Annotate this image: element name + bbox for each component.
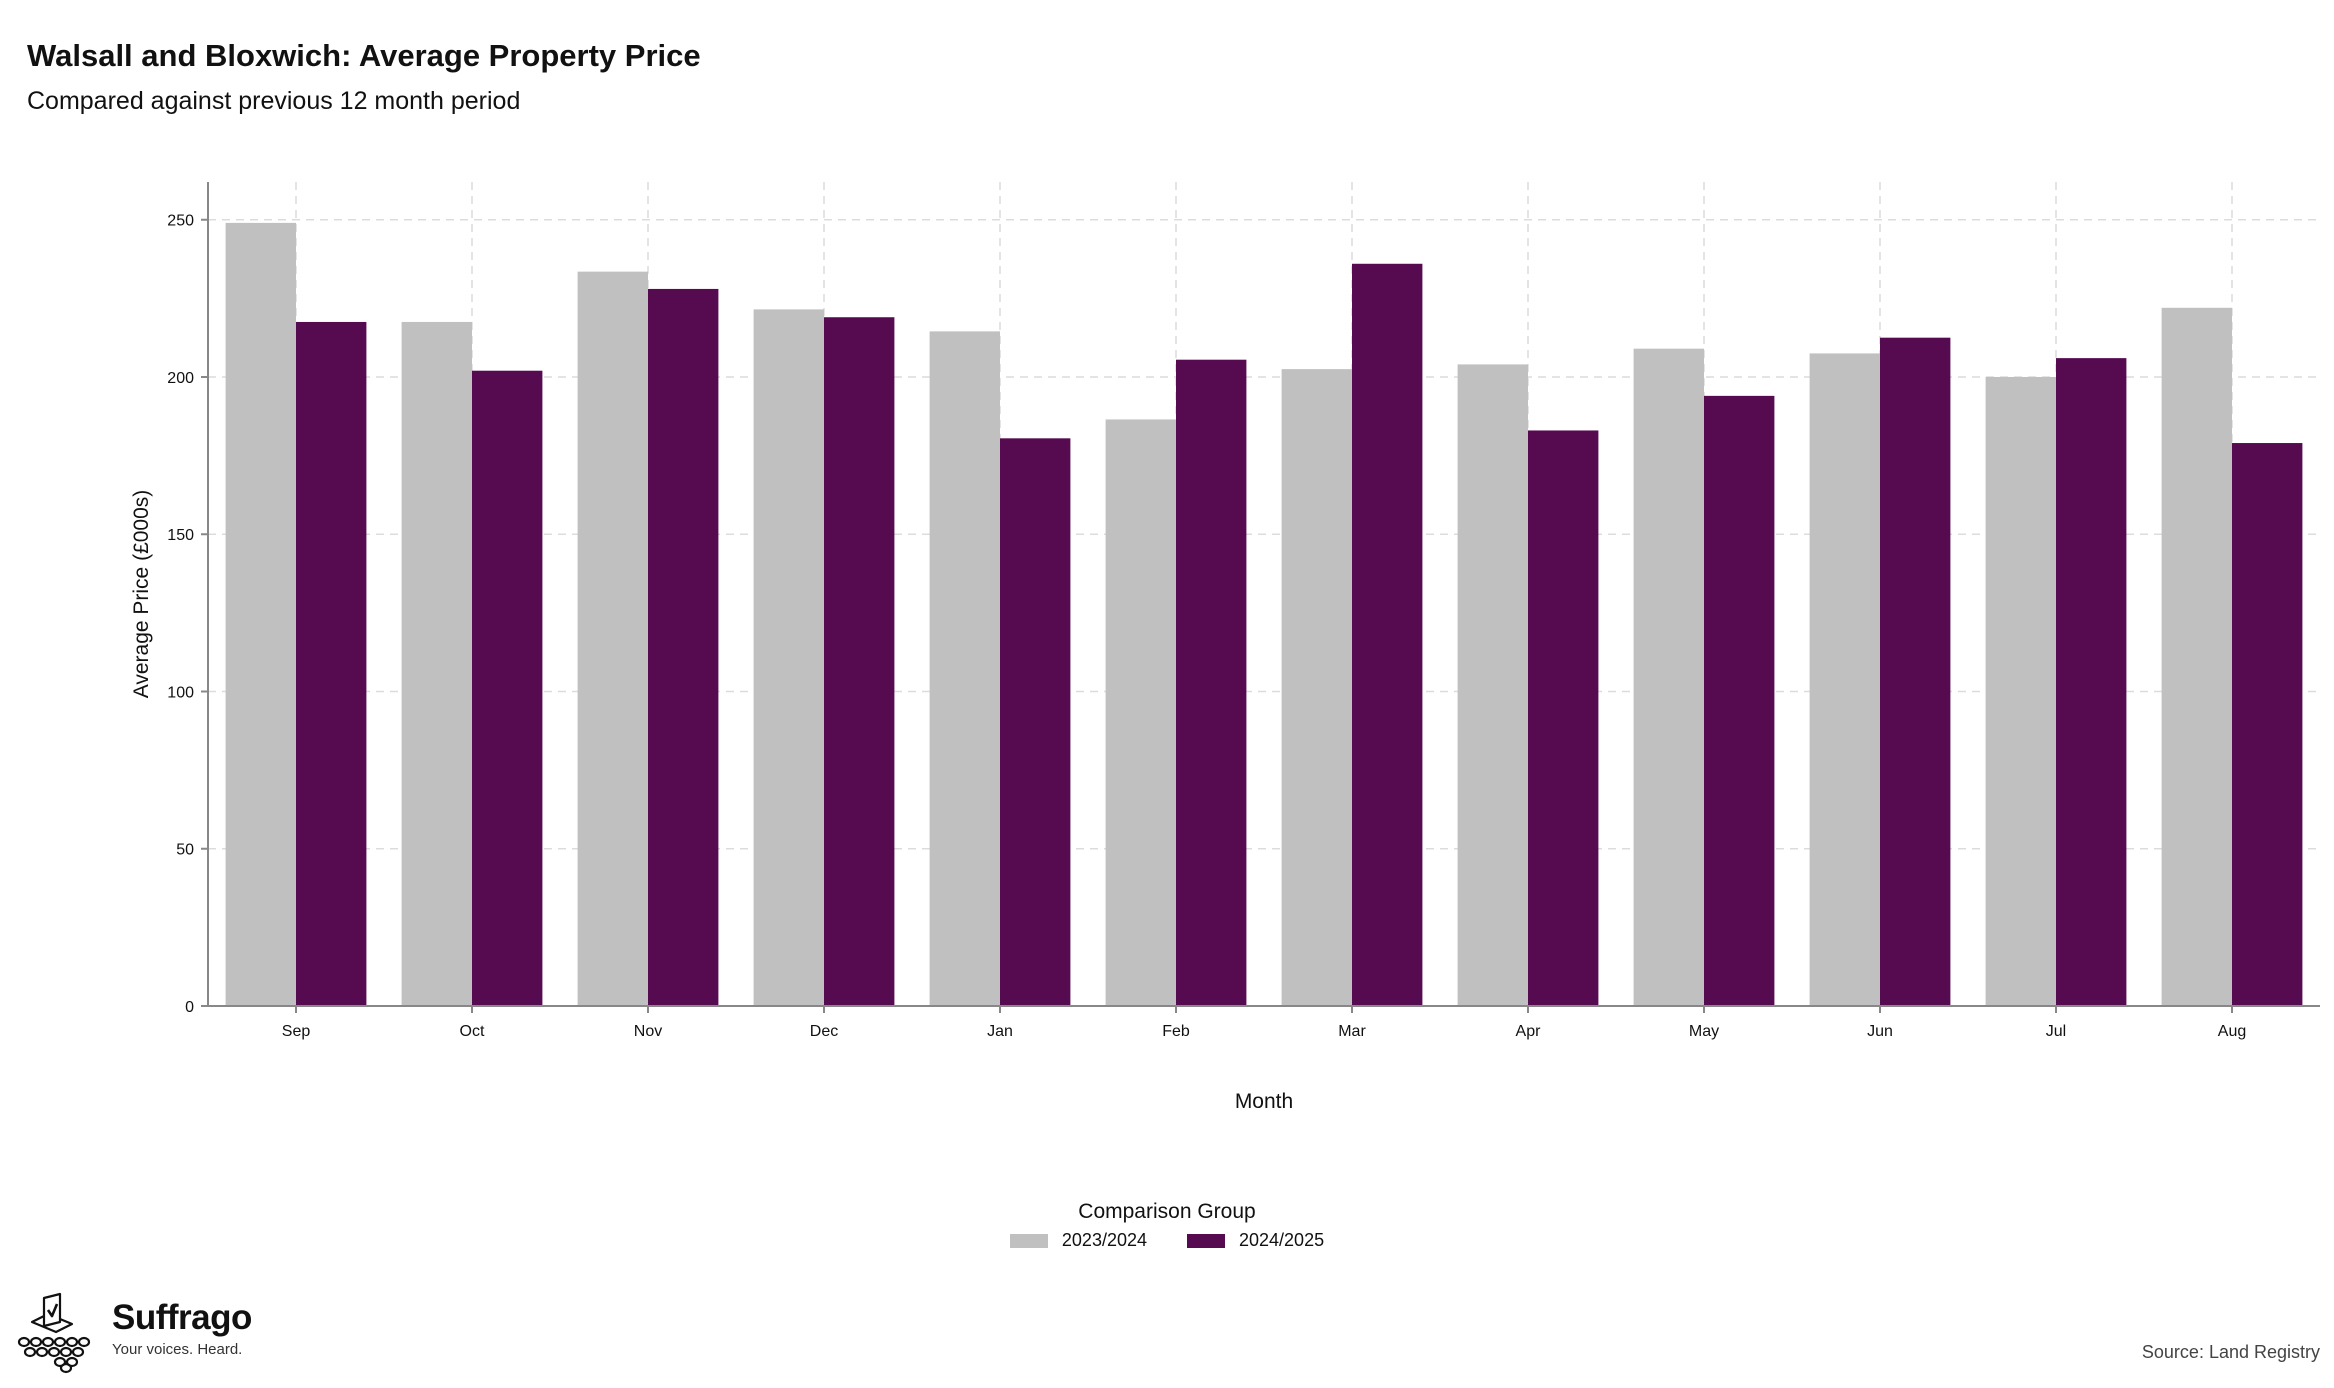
x-tick-label-jul: Jul (2046, 1023, 2066, 1040)
x-tick-label-may: May (1689, 1023, 1719, 1040)
legend-title: Comparison Group (1078, 1200, 1256, 1223)
bar-2023-2024-jul (1985, 376, 2056, 1006)
y-axis-title: Average Price (£000s) (130, 490, 153, 699)
bar-2024-2025-sep (296, 321, 367, 1006)
y-tick-label: 150 (167, 527, 194, 544)
x-tick-label-feb: Feb (1162, 1023, 1190, 1040)
legend-swatch-2023-2024 (1009, 1233, 1048, 1248)
bar-2024-2025-nov (648, 288, 719, 1007)
bar-2024-2025-feb (1176, 359, 1247, 1006)
bar-chart: 0 50 100 150 200 250 Sep Oct Nov Dec Jan Feb Mar Apr… (130, 182, 2320, 1113)
x-tick-label-sep: Sep (282, 1023, 311, 1040)
bar-2024-2025-dec (824, 317, 895, 1006)
bar-2023-2024-nov (577, 271, 648, 1007)
x-axis-title: Month (1235, 1090, 1293, 1113)
y-tick-label: 250 (167, 213, 194, 230)
bars (225, 222, 2303, 1007)
bar-2023-2024-feb (1105, 419, 1176, 1006)
x-tick-label-aug: Aug (2218, 1023, 2246, 1040)
bar-2023-2024-dec (753, 309, 824, 1007)
x-tick-label-nov: Nov (634, 1023, 662, 1040)
source-note: Source: Land Registry (2141, 1342, 2320, 1362)
x-tick-labels: Sep Oct Nov Dec Jan Feb Mar Apr May Jun Jul Aug (282, 1023, 2246, 1040)
bar-2024-2025-jan (1000, 438, 1071, 1006)
bar-2024-2025-jun (1880, 337, 1951, 1006)
x-tick-label-oct: Oct (460, 1023, 485, 1040)
bar-2024-2025-mar (1352, 263, 1423, 1006)
bar-2023-2024-jan (929, 331, 1000, 1007)
bar-2023-2024-sep (225, 222, 296, 1006)
brand-name: Suffrago (112, 1298, 252, 1337)
x-tick-label-apr: Apr (1516, 1023, 1542, 1040)
brand-text: Suffrago Your voices. Heard. (112, 1292, 252, 1359)
legend-items: 2023/2024 2024/2025 (1009, 1230, 1324, 1251)
legend: Comparison Group 2023/2024 2024/2025 (0, 1200, 2334, 1253)
bar-2023-2024-oct (401, 321, 472, 1006)
bar-2024-2025-aug (2232, 443, 2303, 1006)
bar-2024-2025-oct (472, 370, 543, 1007)
legend-label-2023-2024: 2023/2024 (1061, 1230, 1147, 1250)
ballot-box-icon (17, 1292, 91, 1374)
bar-2024-2025-jul (2056, 358, 2127, 1006)
bar-2024-2025-may (1704, 395, 1775, 1006)
legend-item-2023-2024: 2023/2024 (1009, 1230, 1147, 1251)
x-tick-label-jan: Jan (987, 1023, 1013, 1040)
x-tick-label-dec: Dec (810, 1023, 838, 1040)
bar-2024-2025-apr (1528, 430, 1599, 1006)
legend-label-2024-2025: 2024/2025 (1239, 1230, 1325, 1250)
y-tick-label: 50 (176, 842, 194, 859)
chart-title: Walsall and Bloxwich: Average Property P… (27, 38, 701, 73)
bar-2023-2024-apr (1457, 364, 1528, 1006)
x-tick-label-mar: Mar (1338, 1023, 1366, 1040)
legend-item-2024-2025: 2024/2025 (1187, 1230, 1324, 1251)
y-tick-label: 200 (167, 370, 194, 387)
axes (201, 182, 2320, 1013)
bar-2023-2024-jun (1809, 353, 1880, 1007)
y-tick-label: 100 (167, 684, 194, 701)
bar-2023-2024-mar (1281, 369, 1352, 1006)
brand-logo: Suffrago Your voices. Heard. (14, 1292, 252, 1374)
chart-subtitle: Compared against previous 12 month perio… (27, 87, 521, 115)
y-tick-labels: 0 50 100 150 200 250 (167, 213, 194, 1016)
bar-2023-2024-may (1633, 348, 1704, 1006)
brand-tagline: Your voices. Heard. (112, 1341, 243, 1358)
bar-2023-2024-aug (2161, 307, 2232, 1006)
legend-swatch-2024-2025 (1187, 1233, 1225, 1248)
x-tick-label-jun: Jun (1867, 1023, 1893, 1040)
y-tick-label: 0 (185, 999, 194, 1016)
